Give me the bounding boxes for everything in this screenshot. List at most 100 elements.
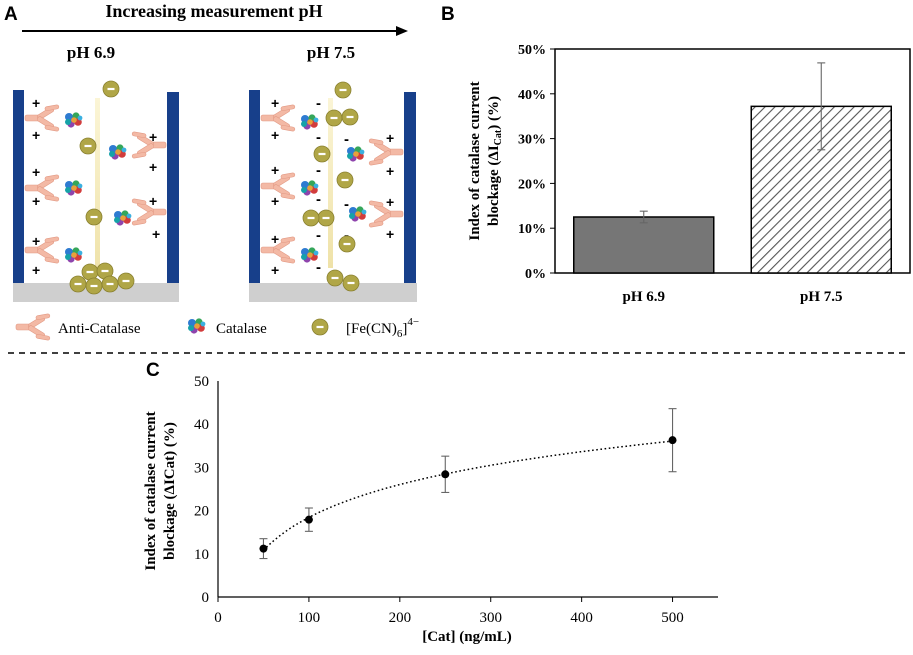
legend-anti-catalase: Anti-Catalase (58, 321, 141, 337)
y-tick-label: 50% (518, 43, 546, 58)
panel-b-chart: B 0% 10% 20% 30% 40% 50% pH 6.9 pH 7.5 Index o… (441, 4, 911, 305)
charge-plus: + (32, 193, 40, 209)
charge-plus: + (32, 233, 40, 249)
x-tick-label: 200 (389, 610, 412, 626)
catalase-legend-icon (188, 318, 206, 334)
antibody (24, 236, 60, 264)
charge-minus: - (316, 162, 321, 179)
y-tick-label: 20% (518, 177, 546, 192)
ferrocyanide-ion (342, 274, 360, 292)
charge-plus: + (271, 262, 279, 278)
anti-catalase-legend-icon (15, 313, 51, 341)
right-cell-title: pH 7.5 (307, 43, 355, 62)
ferrocyanide-ion (338, 235, 356, 253)
charge-plus: + (386, 194, 394, 210)
x-tick-label: 400 (570, 610, 593, 626)
charge-minus: - (316, 191, 321, 208)
charge-plus: + (271, 162, 279, 178)
y-axis-label-line2: blockage (ΔICat) (%) (486, 96, 504, 226)
plot-area-frame (554, 48, 911, 274)
y-tick-label: 40% (518, 88, 546, 103)
ferrocyanide-ion (85, 277, 103, 295)
y-tick-label: 40 (194, 417, 209, 433)
ferrocyanide-ion (326, 269, 344, 287)
data-point (259, 544, 268, 553)
legend-ferrocyanide: [Fe(CN)6]4− (346, 316, 419, 340)
arrow-caption: Increasing measurement pH (105, 1, 322, 21)
catalase (347, 146, 365, 162)
ferrocyanide-ion (325, 109, 343, 127)
panel-a-legend: Anti-Catalase Catalase [Fe(CN)6]4− (15, 313, 419, 341)
catalase (109, 144, 127, 160)
ferrocyanide-ion (69, 275, 87, 293)
y-tick-label: 30% (518, 133, 546, 148)
ferrocyanide-ion (317, 209, 335, 227)
charge-plus: + (32, 127, 40, 143)
charge-plus: + (32, 262, 40, 278)
charge-minus: - (344, 196, 349, 213)
y-tick-label: 30 (194, 460, 209, 476)
charge-minus: - (316, 95, 321, 112)
y-tick-label: 10 (194, 547, 209, 563)
y-tick-label: 0% (525, 267, 546, 282)
charge-minus: - (316, 129, 321, 146)
ferrocyanide-ion (117, 272, 135, 290)
charge-plus: + (271, 127, 279, 143)
left-electrode (13, 90, 24, 283)
x-tick-label: pH 7.5 (800, 289, 843, 305)
catalase (65, 180, 83, 196)
catalase (65, 247, 83, 263)
catalase (301, 114, 319, 130)
x-tick-label: 0 (214, 610, 222, 626)
y-tick-label: 10% (518, 222, 546, 237)
charge-plus: + (271, 95, 279, 111)
charge-minus: - (344, 131, 349, 148)
x-tick-label: pH 6.9 (622, 289, 665, 305)
antibody (24, 104, 60, 132)
catalase (349, 206, 367, 222)
data-point (441, 470, 450, 479)
charge-plus: + (271, 193, 279, 209)
charge-plus: + (32, 95, 40, 111)
x-axis-label: [Cat] (ng/mL) (422, 629, 512, 645)
y-axis-label-line2: blockage (ΔICat) (%) (162, 422, 178, 560)
x-tick-label: 100 (298, 610, 321, 626)
x-tick-label: 500 (661, 610, 684, 626)
right-electrode (404, 92, 416, 283)
charge-minus: - (344, 227, 349, 244)
antibody (24, 174, 60, 202)
panel-c-chart: C 0 10 20 30 40 50 0 100 200 300 400 500 [Cat] (ng… (143, 360, 718, 645)
ferrocyanide-ion (336, 171, 354, 189)
charge-plus: + (149, 159, 157, 175)
panel-b-label: B (441, 4, 455, 25)
charge-plus: + (32, 164, 40, 180)
cell-ph-6-9: + + + + + + + + + + (13, 80, 179, 302)
y-tick-label: 50 (194, 374, 209, 390)
ferrocyanide-ion (302, 209, 320, 227)
bar-ph-6-9 (573, 216, 715, 274)
y-tick-label: 20 (194, 504, 209, 520)
charge-plus: + (152, 226, 160, 242)
ferrocyanide-ion (101, 275, 119, 293)
cell-ph-7-5: + + + + + + + + + + - - - - - - - - - (249, 81, 417, 302)
ferrocyanide-ion (334, 81, 352, 99)
charge-plus: + (149, 193, 157, 209)
data-point (668, 436, 677, 445)
catalase (65, 112, 83, 128)
charge-minus: - (316, 227, 321, 244)
left-electrode (249, 90, 260, 283)
ion-flux-arrow (95, 98, 100, 276)
legend-catalase: Catalase (216, 321, 267, 337)
panel-a-label: A (4, 4, 18, 25)
charge-plus: + (271, 231, 279, 247)
log-trendline (262, 440, 673, 551)
charge-plus: + (149, 129, 157, 145)
ion-flux-arrow (328, 98, 333, 268)
charge-plus: + (386, 130, 394, 146)
ferrocyanide-ion (341, 108, 359, 126)
ferrocyanide-ion (102, 80, 120, 98)
ferrocyanide-ion (313, 145, 331, 163)
left-cell-title: pH 6.9 (67, 43, 115, 62)
ferrocyanide-ion (79, 137, 97, 155)
